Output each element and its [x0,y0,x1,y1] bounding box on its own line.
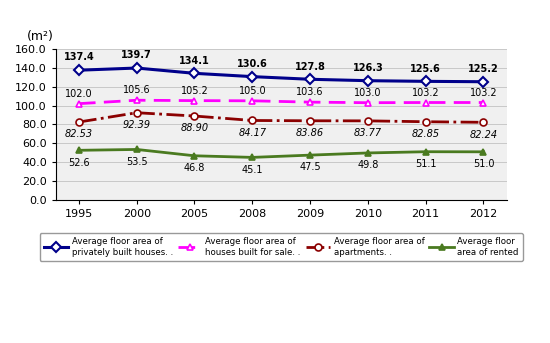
Text: 47.5: 47.5 [299,162,321,173]
Text: 134.1: 134.1 [179,56,210,66]
Text: 130.6: 130.6 [237,59,268,69]
Text: 52.6: 52.6 [68,157,90,168]
Text: 82.53: 82.53 [65,129,93,139]
Text: 103.6: 103.6 [296,87,324,97]
Text: 92.39: 92.39 [123,120,151,130]
Text: 46.8: 46.8 [184,163,205,173]
Legend: Average floor area of
privately built houses. ., Average floor area of
houses bu: Average floor area of privately built ho… [40,233,522,261]
Text: 102.0: 102.0 [65,89,93,99]
Text: 82.85: 82.85 [411,129,440,139]
Text: 139.7: 139.7 [122,50,152,60]
Text: 53.5: 53.5 [126,157,147,167]
Text: 51.1: 51.1 [415,159,436,169]
Text: 125.2: 125.2 [468,64,499,74]
Text: 84.17: 84.17 [238,128,266,138]
Text: 83.77: 83.77 [354,128,382,138]
Text: 105.2: 105.2 [180,86,208,96]
Text: 83.86: 83.86 [296,128,324,138]
Text: 103.0: 103.0 [354,88,382,98]
Text: 82.24: 82.24 [469,130,498,140]
Text: 105.6: 105.6 [123,85,151,95]
Text: 125.6: 125.6 [410,64,441,74]
Text: 103.2: 103.2 [470,87,497,97]
Text: 45.1: 45.1 [241,165,263,175]
Text: 127.8: 127.8 [295,61,326,72]
Text: 103.2: 103.2 [412,87,439,97]
Text: 105.0: 105.0 [239,86,266,96]
Text: 126.3: 126.3 [353,63,383,73]
Text: (m²): (m²) [26,30,53,43]
Text: 137.4: 137.4 [63,52,94,62]
Text: 88.90: 88.90 [180,123,208,133]
Text: 49.8: 49.8 [357,160,378,170]
Text: 51.0: 51.0 [472,159,494,169]
